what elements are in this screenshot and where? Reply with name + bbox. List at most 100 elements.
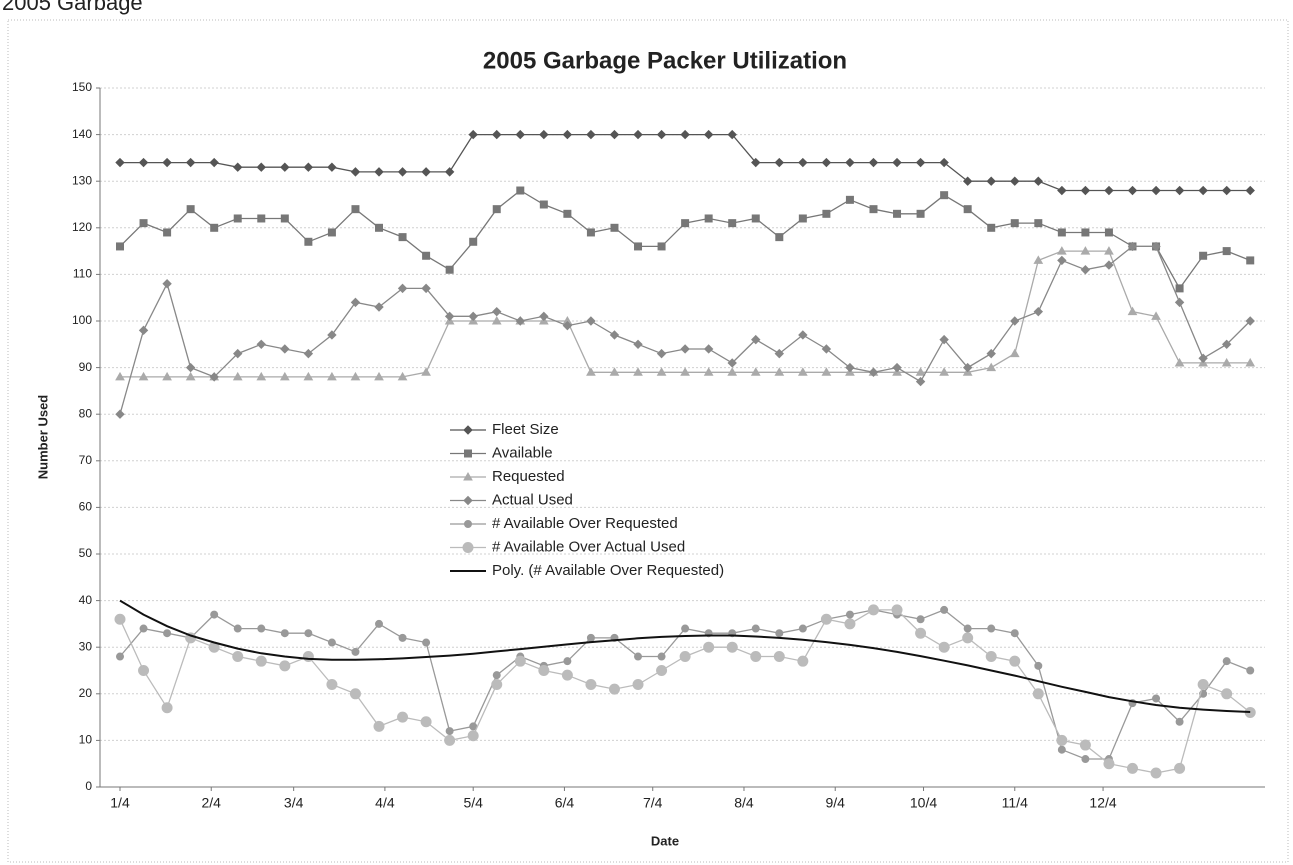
y-tick-label: 150	[72, 80, 92, 94]
legend-marker	[463, 495, 473, 506]
marker	[492, 205, 501, 214]
marker	[210, 223, 219, 232]
legend-marker	[463, 425, 473, 435]
marker	[633, 129, 643, 140]
marker	[845, 157, 855, 168]
marker	[915, 376, 926, 387]
marker	[963, 624, 972, 633]
x-tick-label: 8/4	[734, 795, 754, 811]
marker	[421, 283, 431, 294]
marker	[845, 195, 854, 204]
marker	[867, 604, 879, 616]
marker	[1010, 316, 1020, 326]
x-axis-title: Date	[651, 833, 679, 848]
marker	[703, 641, 715, 653]
marker	[233, 214, 242, 223]
marker	[891, 604, 903, 616]
y-tick-label: 130	[72, 173, 92, 187]
marker	[1009, 655, 1021, 667]
marker	[185, 371, 196, 381]
marker	[303, 348, 314, 359]
marker	[327, 371, 337, 381]
marker	[727, 367, 738, 376]
marker	[798, 214, 807, 223]
marker	[656, 348, 667, 359]
marker	[820, 613, 832, 625]
marker	[327, 330, 337, 340]
marker	[822, 209, 831, 218]
marker	[634, 242, 643, 251]
marker	[1104, 228, 1113, 237]
marker	[162, 279, 172, 289]
marker	[210, 610, 219, 619]
marker	[1151, 311, 1161, 320]
y-tick-label: 10	[79, 733, 93, 747]
marker	[1127, 241, 1138, 252]
marker	[374, 371, 384, 381]
marker	[138, 157, 149, 168]
marker	[562, 320, 573, 331]
x-tick-label: 12/4	[1089, 795, 1116, 811]
marker	[634, 652, 643, 661]
marker	[279, 660, 291, 672]
marker	[586, 367, 596, 376]
marker	[351, 205, 360, 214]
marker	[397, 283, 408, 294]
marker	[1197, 678, 1209, 690]
marker	[397, 167, 408, 177]
marker	[233, 624, 242, 633]
marker	[326, 678, 338, 690]
marker	[1033, 255, 1044, 264]
legend-label: Actual Used	[492, 491, 573, 508]
marker	[1198, 185, 1208, 196]
marker	[563, 657, 572, 666]
marker	[986, 348, 996, 359]
marker	[868, 157, 879, 168]
marker	[656, 665, 668, 676]
marker	[350, 371, 361, 381]
marker	[373, 720, 385, 732]
y-tick-label: 20	[79, 686, 93, 700]
marker	[774, 348, 785, 359]
x-tick-label: 7/4	[643, 795, 663, 811]
marker	[751, 334, 761, 345]
marker	[114, 613, 126, 625]
y-axis-title: Number Used	[35, 395, 50, 480]
marker	[468, 311, 478, 322]
marker	[516, 186, 525, 195]
marker	[514, 655, 526, 667]
marker	[632, 678, 644, 690]
marker	[492, 129, 502, 140]
marker	[703, 129, 714, 140]
marker	[916, 615, 925, 624]
trend-line	[119, 599, 1251, 713]
marker	[985, 651, 997, 663]
marker	[774, 367, 785, 376]
y-tick-label: 90	[79, 360, 93, 374]
marker	[1056, 246, 1067, 255]
marker	[1150, 767, 1162, 779]
marker	[892, 362, 902, 373]
marker	[773, 651, 785, 663]
marker	[562, 129, 573, 140]
marker	[1151, 185, 1161, 196]
marker	[397, 711, 409, 723]
marker	[1009, 348, 1020, 358]
marker	[138, 325, 149, 336]
marker	[797, 367, 808, 376]
marker	[633, 367, 643, 376]
marker	[1198, 353, 1208, 363]
marker	[539, 200, 548, 209]
marker	[491, 678, 503, 690]
marker	[467, 730, 479, 742]
marker	[915, 627, 927, 639]
marker	[138, 665, 150, 676]
marker	[940, 191, 949, 200]
marker	[798, 624, 807, 633]
marker	[162, 371, 172, 381]
x-tick-label: 9/4	[825, 795, 845, 811]
marker	[586, 633, 595, 642]
marker	[1174, 762, 1186, 774]
marker	[987, 223, 996, 232]
marker	[1221, 339, 1232, 350]
